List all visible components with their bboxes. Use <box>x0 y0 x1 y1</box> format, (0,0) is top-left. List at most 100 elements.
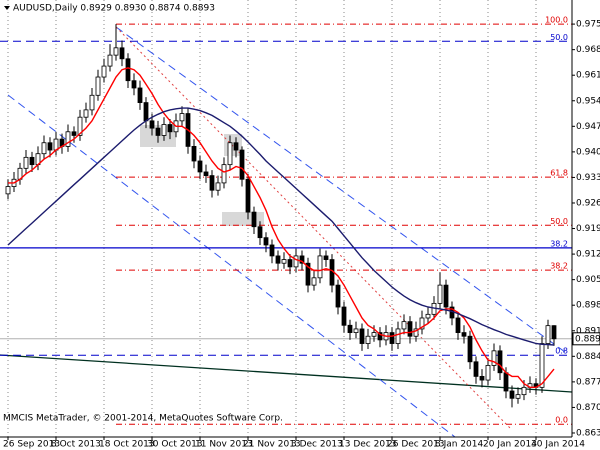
candle-body <box>203 171 209 177</box>
level-label: 38.2 <box>550 239 568 248</box>
y-tick-label: 0.8915 <box>576 326 600 336</box>
candle-body <box>371 332 377 337</box>
x-tick-label: 26 Sep 2013 <box>3 440 60 450</box>
candle-body <box>263 237 269 246</box>
y-tick-label: 0.9195 <box>576 224 600 234</box>
menu-arrow <box>4 6 10 10</box>
fib-label: 38.2 <box>550 262 568 271</box>
candle-body <box>221 164 227 184</box>
price-box-label: 0.8893 <box>575 334 600 344</box>
candle-body <box>503 372 509 392</box>
candle-body <box>77 116 83 136</box>
candle-body <box>23 156 29 169</box>
candle-body <box>419 317 425 330</box>
candle-body <box>515 394 521 399</box>
y-tick-label: 0.9545 <box>576 96 600 106</box>
level-label: 50.0 <box>550 33 568 42</box>
candle-body <box>491 350 497 366</box>
candle-body <box>179 113 185 122</box>
candle-body <box>161 124 167 136</box>
y-tick-label: 0.8635 <box>576 428 600 438</box>
price-box <box>572 332 600 346</box>
candle-body <box>281 259 287 264</box>
candle-body <box>353 328 359 333</box>
y-tick-label: 0.9125 <box>576 250 600 260</box>
fib-label: 61.8 <box>550 169 568 178</box>
candle-body <box>65 131 71 147</box>
candle-body <box>335 284 341 308</box>
candle-body <box>245 178 251 213</box>
y-tick-label: 0.8985 <box>576 301 600 311</box>
candle-body <box>209 175 215 191</box>
candle-body <box>137 87 143 103</box>
x-tick-label: 3 Dec 2013 <box>291 440 343 450</box>
candle-body <box>257 226 263 239</box>
fib-label: 0.0 <box>555 416 568 425</box>
candle-body <box>95 76 101 96</box>
candle-body <box>41 142 47 155</box>
candle-body <box>443 284 449 308</box>
candle-body <box>317 255 323 279</box>
candle-body <box>341 306 347 326</box>
candle-body <box>233 142 239 151</box>
y-tick-label: 0.9475 <box>576 122 600 132</box>
candle-body <box>413 328 419 337</box>
y-tick-label: 0.9685 <box>576 45 600 55</box>
x-tick-label: 18 Oct 2013 <box>99 440 155 450</box>
candle-body <box>473 361 479 377</box>
candle-body <box>389 332 395 344</box>
x-tick-label: 30 Jan 2014 <box>531 440 585 450</box>
x-tick-label: 13 Dec 2013 <box>339 440 397 450</box>
candle-body <box>83 109 89 118</box>
channel-line <box>7 94 456 438</box>
candle-body <box>425 313 431 319</box>
candle-body <box>287 259 293 268</box>
fib-label: 100.0 <box>545 16 568 25</box>
y-tick-label: 0.9335 <box>576 173 600 183</box>
candle-body <box>497 350 503 374</box>
candle-body <box>365 335 371 344</box>
y-tick-label: 0.9615 <box>576 71 600 81</box>
candle-body <box>155 127 161 136</box>
candle-body <box>551 325 557 340</box>
x-tick-label: 21 Nov 2013 <box>243 440 301 450</box>
candle-body <box>227 142 233 166</box>
candle-body <box>467 335 473 363</box>
candle-body <box>251 211 257 228</box>
y-tick-label: 0.9265 <box>576 198 600 208</box>
chart-title: AUDUSD,Daily 0.8929 0.8930 0.8874 0.8893 <box>13 4 215 14</box>
candle-body <box>293 255 299 268</box>
candle-body <box>407 321 413 337</box>
candle-body <box>299 255 305 264</box>
candle-body <box>239 149 245 180</box>
candle-body <box>71 131 77 136</box>
candle-body <box>539 343 545 388</box>
x-tick-label: 20 Jan 2014 <box>483 440 537 450</box>
x-tick-label: 11 Nov 2013 <box>195 440 253 450</box>
fib-label: 50.0 <box>550 217 568 226</box>
candle-body <box>167 124 173 133</box>
candle-body <box>275 255 281 264</box>
moving-average <box>8 67 555 388</box>
candle-body <box>359 328 365 344</box>
y-tick-label: 0.9755 <box>576 20 600 30</box>
candle-body <box>197 160 203 173</box>
y-tick-label: 0.9055 <box>576 275 600 285</box>
y-tick-label: 0.8705 <box>576 403 600 413</box>
x-tick-label: 26 Dec 2013 <box>387 440 445 450</box>
plot-layer <box>5 24 557 408</box>
candle-body <box>377 332 383 341</box>
candle-body <box>125 58 131 82</box>
candle-body <box>143 102 149 122</box>
y-tick-label: 0.8845 <box>576 352 600 362</box>
candle-body <box>29 156 35 166</box>
y-tick-label: 0.9405 <box>576 147 600 157</box>
candle-body <box>47 142 53 151</box>
candle-body <box>437 284 443 304</box>
footer: MMCIS MetaTrader, © 2001-2014, MetaQuote… <box>3 414 283 424</box>
candle-body <box>305 262 311 286</box>
candle-body <box>479 375 485 381</box>
candle-body <box>347 324 353 333</box>
candle-body <box>323 255 329 260</box>
